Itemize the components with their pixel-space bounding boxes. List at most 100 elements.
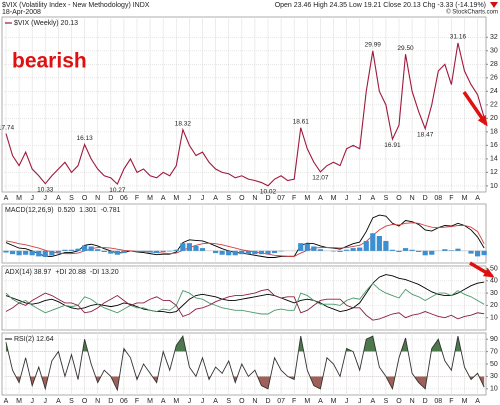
x-tick-label: O [239, 195, 245, 202]
histogram-bar [147, 250, 153, 253]
x-tick-label: S [226, 398, 231, 405]
x-tick-label: S [384, 195, 389, 202]
histogram-bar [55, 250, 61, 253]
y-tick-label: 30 [490, 48, 498, 55]
series-line [5, 214, 485, 258]
x-tick-label: M [173, 195, 179, 202]
x-tick-label: A [318, 195, 323, 202]
histogram-bar [422, 250, 428, 256]
histogram-bar [173, 249, 179, 251]
y-tick-label: 70 [490, 348, 498, 355]
histogram-bar [370, 233, 376, 251]
x-tick-label: A [370, 398, 375, 405]
histogram-bar [121, 250, 127, 254]
y-tick-label: 50 [490, 265, 498, 272]
histogram-bar [75, 248, 81, 251]
legend-label: MACD(12,26,9) [5, 207, 54, 214]
x-tick-label: M [16, 195, 22, 202]
histogram-bar [29, 250, 35, 256]
x-tick-label: F [449, 398, 453, 405]
x-tick-label: 06 [120, 195, 128, 202]
arrow-head [483, 268, 495, 278]
x-tick-label: J [30, 398, 34, 405]
x-tick-label: 08 [434, 195, 442, 202]
x-tick-label: M [304, 398, 310, 405]
y-tick-label: 14 [490, 156, 498, 163]
histogram-bar [68, 249, 75, 251]
value-label: 10.33 [37, 186, 54, 193]
x-tick-label: A [475, 398, 480, 405]
legend-entry: ADX(14) 38.97 [5, 269, 51, 276]
histogram-bar [448, 250, 454, 251]
histogram-bar [186, 243, 192, 251]
y-tick-label: 12 [490, 169, 498, 176]
value-label: 10.27 [109, 187, 126, 194]
x-tick-label: J [358, 195, 362, 202]
histogram-bar [363, 240, 369, 251]
series-line [5, 274, 485, 314]
x-tick-label: N [252, 195, 257, 202]
x-tick-label: J [188, 398, 192, 405]
x-tick-label: A [161, 195, 166, 202]
histogram-bar [475, 250, 481, 257]
histogram-bar [114, 250, 120, 255]
y-tick-label: 50 [490, 361, 498, 368]
x-tick-label: O [82, 195, 88, 202]
x-tick-label: O [396, 195, 402, 202]
value-label: 18.61 [293, 118, 310, 125]
y-tick-label: 30 [490, 290, 498, 297]
histogram-bar [245, 250, 251, 255]
x-tick-label: M [331, 398, 337, 405]
x-tick-label: S [226, 195, 231, 202]
histogram-bar [23, 250, 29, 255]
x-tick-label: M [462, 398, 468, 405]
histogram-bar [9, 250, 16, 255]
y-tick-label: 16 [490, 142, 498, 149]
histogram-bar [396, 250, 402, 252]
histogram-bar [180, 243, 186, 251]
histogram-bar [376, 235, 382, 251]
histogram-bar [337, 250, 343, 252]
histogram-bar [330, 250, 337, 252]
x-tick-label: D [108, 398, 113, 405]
x-tick-label: J [358, 398, 362, 405]
y-tick-label: 90 [490, 336, 498, 343]
histogram-bar [232, 250, 238, 256]
x-tick-label: M [173, 398, 179, 405]
x-tick-label: O [396, 398, 402, 405]
histogram-bar [402, 248, 409, 251]
histogram-bar [101, 250, 107, 252]
histogram-bar [42, 250, 48, 257]
histogram-bar [409, 249, 415, 251]
x-tick-label: F [449, 195, 453, 202]
histogram-bar [442, 249, 448, 251]
histogram-bar [416, 250, 422, 252]
histogram-bar [154, 250, 160, 254]
x-tick-label: 08 [434, 398, 442, 405]
histogram-bar [226, 250, 232, 256]
value-label: 12.07 [312, 175, 329, 182]
x-tick-label: J [30, 195, 34, 202]
histogram-bar [317, 249, 323, 251]
histogram-bar [160, 250, 166, 252]
x-tick-label: A [318, 398, 323, 405]
histogram-bar [193, 245, 199, 251]
x-tick-label: N [410, 398, 415, 405]
x-tick-label: A [213, 195, 218, 202]
histogram-bar [62, 249, 68, 251]
histogram-bar [344, 249, 350, 251]
histogram-bar [219, 250, 225, 255]
histogram-bar [239, 250, 245, 255]
y-tick-label: 30 [490, 373, 498, 380]
x-tick-label: M [16, 398, 22, 405]
histogram-bar [88, 246, 94, 251]
y-tick-label: 24 [490, 88, 498, 95]
legend-entry: 0.520 [58, 207, 76, 214]
y-tick-label: 26 [490, 75, 498, 82]
histogram-bar [3, 250, 9, 253]
y-tick-label: 10 [490, 183, 498, 190]
histogram-bar [258, 250, 265, 255]
x-tick-label: 07 [277, 398, 285, 405]
histogram-bar [429, 250, 435, 255]
